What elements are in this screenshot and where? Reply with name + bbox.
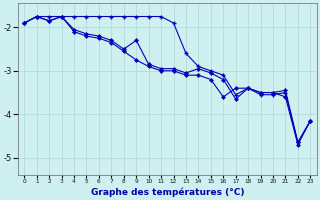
X-axis label: Graphe des températures (°C): Graphe des températures (°C): [91, 187, 244, 197]
